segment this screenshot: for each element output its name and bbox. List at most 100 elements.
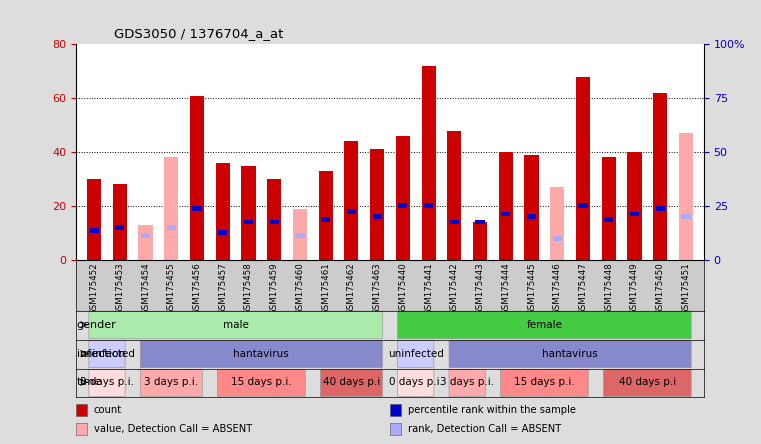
Bar xyxy=(76,404,88,416)
Text: 15 days p.i.: 15 days p.i. xyxy=(514,377,575,387)
Bar xyxy=(370,149,384,260)
Text: GSM175440: GSM175440 xyxy=(398,262,407,315)
Bar xyxy=(398,203,407,208)
FancyBboxPatch shape xyxy=(89,312,383,339)
Bar xyxy=(679,133,693,260)
FancyBboxPatch shape xyxy=(140,369,202,396)
Text: time: time xyxy=(77,377,102,387)
FancyBboxPatch shape xyxy=(140,341,383,368)
Text: gender: gender xyxy=(77,320,116,329)
Text: male: male xyxy=(223,320,249,329)
Text: GSM175456: GSM175456 xyxy=(193,262,202,315)
FancyBboxPatch shape xyxy=(89,341,125,368)
Bar xyxy=(244,220,253,225)
Text: GSM175459: GSM175459 xyxy=(269,262,279,315)
Text: GSM175458: GSM175458 xyxy=(244,262,253,315)
FancyBboxPatch shape xyxy=(603,369,691,396)
Text: GSM175460: GSM175460 xyxy=(295,262,304,315)
FancyBboxPatch shape xyxy=(397,369,434,396)
Bar xyxy=(269,220,279,225)
Bar xyxy=(630,211,639,216)
Text: hantavirus: hantavirus xyxy=(234,349,289,358)
Bar xyxy=(267,179,282,260)
Bar xyxy=(498,152,513,260)
Text: hantavirus: hantavirus xyxy=(543,349,598,358)
Bar xyxy=(390,423,401,435)
Bar xyxy=(476,220,485,225)
Text: GDS3050 / 1376704_a_at: GDS3050 / 1376704_a_at xyxy=(114,27,284,40)
FancyBboxPatch shape xyxy=(449,369,486,396)
FancyBboxPatch shape xyxy=(89,369,125,396)
Text: GSM175455: GSM175455 xyxy=(167,262,176,315)
Text: 3 days p.i.: 3 days p.i. xyxy=(145,377,199,387)
Bar xyxy=(576,77,590,260)
FancyBboxPatch shape xyxy=(218,369,305,396)
Bar xyxy=(241,166,256,260)
Bar xyxy=(655,206,665,211)
Text: GSM175444: GSM175444 xyxy=(501,262,511,315)
Bar xyxy=(627,152,642,260)
FancyBboxPatch shape xyxy=(397,312,691,339)
Text: percentile rank within the sample: percentile rank within the sample xyxy=(408,405,575,415)
Bar xyxy=(447,131,461,260)
Text: GSM175441: GSM175441 xyxy=(424,262,433,315)
Text: GSM175449: GSM175449 xyxy=(630,262,639,315)
Bar xyxy=(321,217,330,222)
Bar xyxy=(347,209,356,214)
Bar xyxy=(215,163,230,260)
Bar xyxy=(552,236,562,241)
Bar xyxy=(550,187,565,260)
Text: GSM175457: GSM175457 xyxy=(218,262,228,315)
Text: count: count xyxy=(94,405,122,415)
Bar xyxy=(501,211,511,216)
Text: GSM175450: GSM175450 xyxy=(656,262,664,315)
Bar xyxy=(344,141,358,260)
Bar xyxy=(193,206,202,211)
Text: GSM175448: GSM175448 xyxy=(604,262,613,315)
Bar xyxy=(473,222,487,260)
Text: GSM175452: GSM175452 xyxy=(90,262,99,315)
Text: GSM175442: GSM175442 xyxy=(450,262,459,315)
Text: 40 days p.i: 40 days p.i xyxy=(323,377,380,387)
Text: uninfected: uninfected xyxy=(388,349,444,358)
Bar xyxy=(578,203,587,208)
Text: GSM175453: GSM175453 xyxy=(116,262,124,315)
Text: rank, Detection Call = ABSENT: rank, Detection Call = ABSENT xyxy=(408,424,561,434)
Bar xyxy=(113,184,127,260)
Text: GSM175454: GSM175454 xyxy=(141,262,150,315)
Bar xyxy=(450,220,459,225)
Bar xyxy=(390,404,401,416)
Text: uninfected: uninfected xyxy=(79,349,135,358)
Text: GSM175443: GSM175443 xyxy=(476,262,485,315)
Text: GSM175462: GSM175462 xyxy=(347,262,356,315)
Text: GSM175461: GSM175461 xyxy=(321,262,330,315)
Text: GSM175446: GSM175446 xyxy=(552,262,562,315)
Bar xyxy=(295,233,304,238)
FancyBboxPatch shape xyxy=(501,369,588,396)
Text: 40 days p.i: 40 days p.i xyxy=(619,377,676,387)
Bar xyxy=(139,225,153,260)
Bar xyxy=(604,217,613,222)
Text: infection: infection xyxy=(77,349,126,358)
Text: 15 days p.i.: 15 days p.i. xyxy=(231,377,291,387)
Bar xyxy=(218,230,228,235)
Bar xyxy=(373,214,382,219)
Bar xyxy=(164,158,178,260)
FancyBboxPatch shape xyxy=(449,341,691,368)
Text: GSM175451: GSM175451 xyxy=(681,262,690,315)
Text: value, Detection Call = ABSENT: value, Detection Call = ABSENT xyxy=(94,424,252,434)
Bar xyxy=(524,155,539,260)
Bar xyxy=(115,225,125,230)
Bar xyxy=(424,203,433,208)
Bar xyxy=(653,93,667,260)
Bar xyxy=(527,214,537,219)
Text: 3 days p.i.: 3 days p.i. xyxy=(440,377,494,387)
Bar xyxy=(602,158,616,260)
Bar xyxy=(167,225,176,230)
Text: GSM175445: GSM175445 xyxy=(527,262,536,315)
Bar xyxy=(87,179,101,260)
Bar xyxy=(319,171,333,260)
Bar xyxy=(76,423,88,435)
Text: GSM175463: GSM175463 xyxy=(373,262,382,315)
Text: GSM175447: GSM175447 xyxy=(578,262,587,315)
